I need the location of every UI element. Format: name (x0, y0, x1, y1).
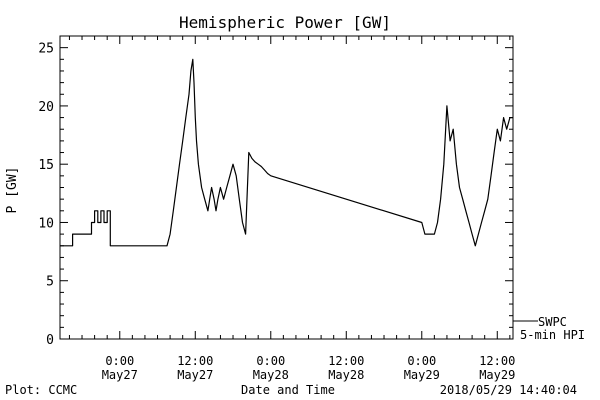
x-tick-time-label: 0:00 (256, 354, 285, 368)
x-tick-date-label: May28 (328, 368, 364, 382)
x-axis: 0:00May2712:00May270:00May2812:00May280:… (68, 36, 515, 382)
plot-frame (59, 35, 514, 340)
hemispheric-power-line (60, 58, 513, 247)
footer-plot-credit: Plot: CCMC (5, 383, 77, 397)
footer-timestamp: 2018/05/29 14:40:04 (440, 383, 577, 397)
y-tick-label: 0 (46, 333, 54, 348)
chart-title: Hemispheric Power [GW] (179, 13, 391, 32)
x-tick-time-label: 0:00 (105, 354, 134, 368)
x-tick-date-label: May28 (253, 368, 289, 382)
y-tick-label: 10 (38, 216, 54, 231)
x-tick-time-label: 0:00 (407, 354, 436, 368)
x-tick-time-label: 12:00 (177, 354, 213, 368)
y-tick-label: 5 (46, 275, 54, 290)
legend: SWPC 5-min HPI (513, 315, 585, 342)
y-axis: 0 5 10 15 20 25 (38, 35, 513, 348)
y-tick-label: 15 (38, 158, 54, 173)
x-tick-date-label: May27 (177, 368, 213, 382)
x-tick-date-label: May29 (479, 368, 515, 382)
y-tick-label: 25 (38, 42, 54, 57)
y-tick-label: 20 (38, 100, 54, 115)
legend-interval: 5-min HPI (520, 328, 585, 342)
series-layer (60, 58, 513, 247)
x-axis-label: Date and Time (241, 383, 335, 397)
x-tick-time-label: 12:00 (479, 354, 515, 368)
x-tick-time-label: 12:00 (328, 354, 364, 368)
y-axis-label: P [GW] (5, 167, 20, 214)
x-tick-date-label: May27 (102, 368, 138, 382)
x-tick-date-label: May29 (404, 368, 440, 382)
legend-source: SWPC (538, 315, 567, 329)
